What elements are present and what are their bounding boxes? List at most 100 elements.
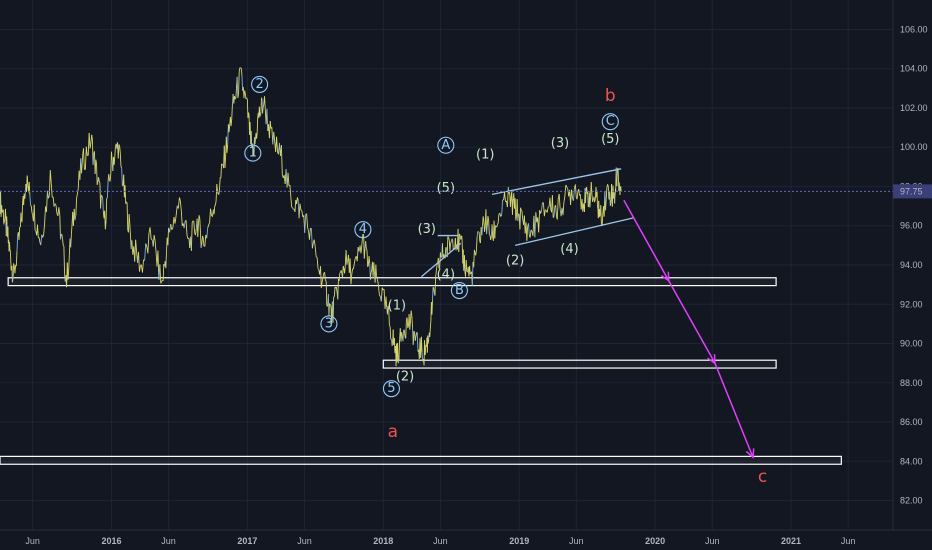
trend-line[interactable]: [491, 168, 622, 195]
price-segment: [44, 206, 46, 225]
price-segment: [488, 220, 490, 235]
wave-label: B: [455, 283, 464, 298]
price-segment: [313, 239, 316, 247]
x-tick-label: 2020: [645, 536, 665, 546]
support-zone-box[interactable]: [0, 455, 842, 465]
wave-label-circle: [244, 144, 262, 162]
price-segment: [152, 235, 155, 247]
wave-label: (1): [388, 299, 406, 314]
trend-line[interactable]: [514, 217, 634, 247]
price-segment: [149, 227, 152, 240]
price-segment: [411, 315, 413, 328]
projection-arrows[interactable]: [623, 199, 755, 459]
x-tick-label: 2016: [101, 536, 121, 546]
price-segment: [219, 177, 221, 189]
price-segment: [519, 207, 522, 230]
price-segment: [262, 105, 265, 108]
price-segment: [230, 118, 233, 127]
price-segment: [310, 227, 312, 230]
price-segment: [260, 97, 262, 112]
price-segment: [330, 304, 332, 308]
price-segment: [157, 250, 160, 280]
time-axis[interactable]: Jun 2016 Jun 2017 Jun 2018 Jun 2019 Jun 2020 Jun 20…: [0, 529, 932, 546]
price-segment: [81, 156, 83, 174]
price-segment: [346, 261, 349, 265]
price-segment: [506, 187, 509, 208]
projection-segment[interactable]: [623, 199, 670, 282]
price-segment: [199, 218, 201, 233]
price-segment: [120, 166, 123, 169]
projection-segment[interactable]: [668, 280, 716, 364]
price-segment: [420, 336, 423, 353]
price-segment: [377, 284, 380, 295]
support-zone-box[interactable]: [382, 359, 777, 369]
price-segment: [96, 163, 98, 185]
price-segment: [413, 330, 415, 333]
price-segment: [410, 310, 413, 316]
price-segment: [416, 332, 419, 352]
price-segment: [46, 190, 48, 213]
price-segment: [94, 159, 97, 174]
price-segment: [521, 210, 524, 220]
trend-line[interactable]: [420, 242, 462, 278]
price-segment: [186, 235, 189, 239]
price-segment: [119, 145, 121, 153]
price-segment: [369, 272, 372, 280]
price-segment: [291, 206, 293, 209]
price-segment: [29, 195, 32, 206]
price-segment: [160, 280, 163, 284]
price-segment: [487, 215, 490, 221]
price-segment: [605, 187, 608, 200]
price-segment: [216, 184, 218, 192]
price-segment: [553, 206, 556, 217]
price-segment: [481, 225, 483, 236]
price-segment: [452, 239, 454, 250]
price-segment: [266, 108, 269, 131]
price-axis[interactable]: 82.00 84.00 86.00 88.00 90.00 92.00 94.00 96.00…: [892, 0, 928, 530]
price-segment: [59, 215, 61, 240]
price-segment: [60, 234, 62, 240]
price-segment: [564, 184, 567, 197]
price-segment: [321, 277, 324, 283]
price-segment: [209, 208, 211, 223]
trend-channel-lines[interactable]: [420, 168, 634, 278]
price-segment: [280, 145, 283, 175]
price-segment: [75, 197, 78, 216]
price-segment: [332, 296, 335, 323]
price-segment: [403, 329, 405, 331]
price-segment: [448, 237, 450, 240]
wave-label: 1: [249, 146, 257, 161]
price-segment: [269, 120, 272, 129]
price-segment: [439, 252, 441, 268]
price-segment: [106, 181, 109, 198]
y-tick-label: 94.00: [900, 260, 923, 270]
price-segment: [352, 263, 355, 270]
price-segment: [228, 124, 231, 133]
y-tick-label: 92.00: [900, 299, 923, 309]
price-segment: [316, 257, 319, 269]
price-segment: [197, 223, 199, 237]
price-segment: [258, 106, 261, 117]
price-segment: [83, 148, 85, 170]
projection-segment[interactable]: [714, 362, 754, 458]
price-segment: [445, 246, 447, 249]
price-segment: [438, 267, 441, 269]
price-segment: [365, 240, 367, 249]
price-segment: [77, 188, 79, 194]
price-segment: [208, 222, 211, 226]
price-segment: [473, 249, 475, 268]
price-segment: [458, 233, 460, 252]
price-segment: [207, 224, 210, 229]
x-tick-label: Jun: [841, 536, 856, 546]
price-segment: [37, 224, 39, 238]
support-zones[interactable]: [0, 277, 842, 465]
price-segment: [520, 209, 523, 212]
price-segment: [183, 221, 186, 229]
price-segment: [541, 202, 543, 211]
price-segment: [262, 106, 264, 114]
wave-labels: 2 1 3 4 5 (1) (2) (3) (4) (5) A B (1) (2) (3) (4) (5) Cb a…: [244, 75, 767, 487]
price-segment: [43, 224, 46, 235]
price-segment: [540, 210, 542, 214]
support-zone-box[interactable]: [7, 277, 777, 287]
